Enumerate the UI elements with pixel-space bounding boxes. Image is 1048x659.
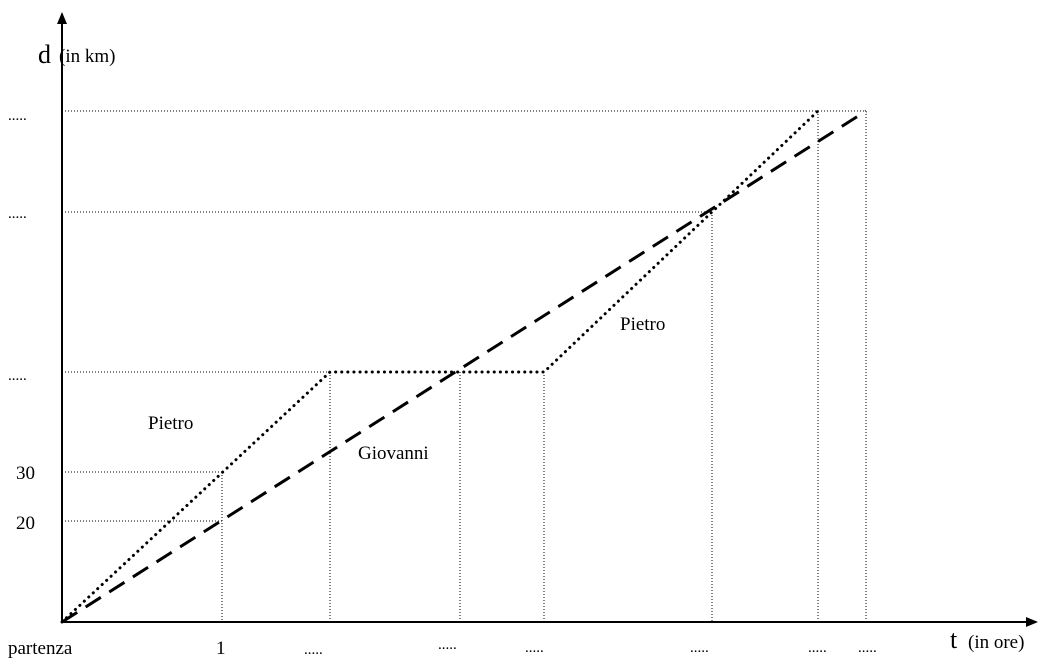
x-axis-symbol: t (950, 625, 958, 654)
vertical-guides (221, 111, 867, 622)
x-tick-label: ..... (808, 640, 827, 656)
y-tick-label: ..... (8, 108, 27, 124)
x-tick-label: 1 (216, 638, 226, 659)
y-axis-unit: (in km) (59, 46, 115, 67)
y-tick-label: 30 (16, 463, 35, 484)
giovanni-line (61, 109, 867, 624)
y-tick-label: ..... (8, 206, 27, 222)
origin-label: partenza (8, 638, 73, 659)
x-tick-label: ..... (525, 640, 544, 656)
x-axis-unit: (in ore) (968, 632, 1024, 653)
x-tick-label: ..... (304, 642, 323, 658)
x-tick-label: ..... (690, 640, 709, 656)
y-axis-symbol: d (38, 40, 51, 69)
pietro-label-right: Pietro (620, 314, 665, 335)
y-tick-label: ..... (8, 368, 27, 384)
pietro-line (60, 109, 820, 624)
y-tick-label: 20 (16, 513, 35, 534)
horizontal-guides (62, 110, 866, 522)
pietro-label-left: Pietro (148, 413, 193, 434)
x-tick-label: ..... (438, 637, 457, 653)
giovanni-label: Giovanni (358, 443, 429, 464)
x-tick-label: ..... (858, 640, 877, 656)
